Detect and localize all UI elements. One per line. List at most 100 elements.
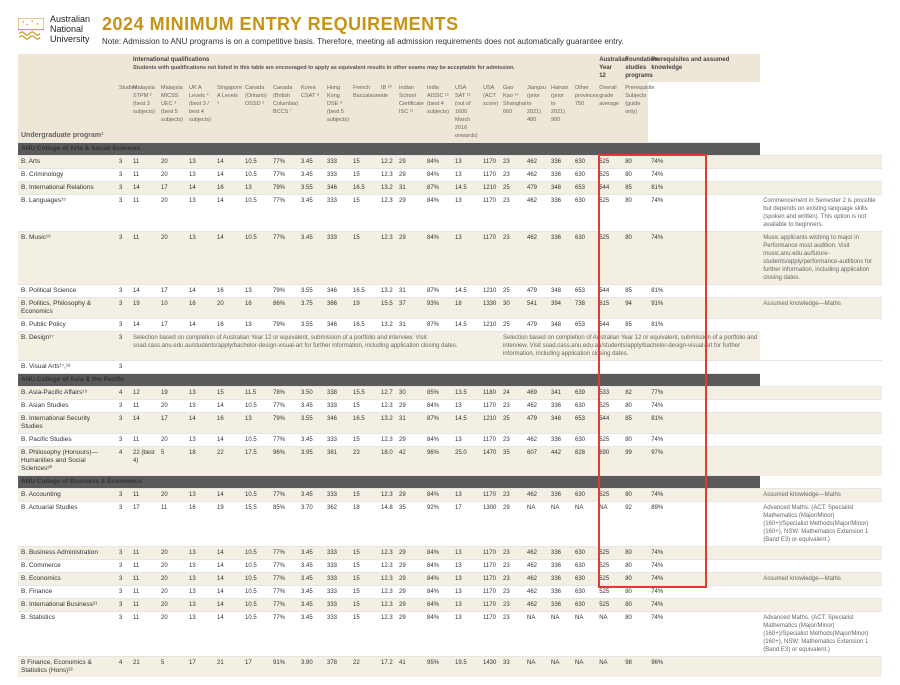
cell: 31 xyxy=(396,319,424,332)
cell: 378 xyxy=(324,657,350,678)
cell: 12.3 xyxy=(378,169,396,182)
cell xyxy=(324,361,350,374)
cell: Assumed knowledge—Maths xyxy=(760,298,882,319)
cell: 87% xyxy=(424,182,452,195)
cell: 23 xyxy=(500,232,524,285)
cell: 1430 xyxy=(480,657,500,678)
cell: 29 xyxy=(396,586,424,599)
table-row: B. Philosophy (Honours)— Humanities and … xyxy=(18,447,882,476)
cell: 1170 xyxy=(480,195,500,232)
cell: 525 xyxy=(596,400,622,413)
cell: 336 xyxy=(548,489,572,502)
cell: 630 xyxy=(572,156,596,169)
cell xyxy=(158,361,186,374)
cell: 3.45 xyxy=(298,612,324,657)
cell: 14.5 xyxy=(452,319,480,332)
cell: 1170 xyxy=(480,547,500,560)
cell: 74% xyxy=(648,169,760,182)
cell: 15.5 xyxy=(350,387,378,400)
cell: 14 xyxy=(186,182,214,195)
cell: 333 xyxy=(324,195,350,232)
cell: 20 xyxy=(158,599,186,612)
cell: 13.2 xyxy=(378,413,396,434)
cell: Advanced Maths. (ACT: Specialist Mathema… xyxy=(760,612,882,657)
cell: 89% xyxy=(648,502,760,547)
program-name: B. Business Administration xyxy=(18,547,116,560)
cell: 336 xyxy=(548,560,572,573)
cell: 80 xyxy=(622,232,648,285)
cell: 336 xyxy=(548,195,572,232)
cell: 74% xyxy=(648,560,760,573)
cell: 544 xyxy=(596,182,622,195)
cell: 85% xyxy=(424,387,452,400)
cell xyxy=(760,156,882,169)
table-row: B. Politics, Philosophy & Economics31910… xyxy=(18,298,882,319)
col-header: IB ¹⁰ xyxy=(378,82,396,143)
cell: 341 xyxy=(548,387,572,400)
cell: 17 xyxy=(130,502,158,547)
cell: 479 xyxy=(524,285,548,298)
cell: 23 xyxy=(500,560,524,573)
cell: 366 xyxy=(324,298,350,319)
cell: 3.75 xyxy=(298,298,324,319)
cell: 24 xyxy=(500,387,524,400)
cell: 607 xyxy=(524,447,548,476)
table-wrap: International qualifications Students wi… xyxy=(18,54,882,677)
program-name: B. Asia-Pacific Affairs¹⁹ xyxy=(18,387,116,400)
cell: 84% xyxy=(424,400,452,413)
cell: 17 xyxy=(158,285,186,298)
cell: 74% xyxy=(648,434,760,447)
cell: 74% xyxy=(648,232,760,285)
cell: 30 xyxy=(396,387,424,400)
cell: 79% xyxy=(270,182,298,195)
cell: 41 xyxy=(396,657,424,678)
col-header: USA SAT ¹³ (out of 1600 March 2016 onwar… xyxy=(452,82,480,143)
cell: 13 xyxy=(242,285,270,298)
cell: 11.5 xyxy=(242,387,270,400)
cell: NA xyxy=(548,502,572,547)
cell: 630 xyxy=(572,434,596,447)
cell: 13.5 xyxy=(452,387,480,400)
cell: NA xyxy=(548,612,572,657)
cell: 15 xyxy=(350,586,378,599)
cell: 10.5 xyxy=(242,612,270,657)
cell: 3.45 xyxy=(298,489,324,502)
cell: 10.5 xyxy=(242,434,270,447)
cell: 14 xyxy=(186,413,214,434)
table-row: B. Asian Studies31120131410.577%3.453331… xyxy=(18,400,882,413)
col-header: Hong Kong DSE ⁹ (best 5 subjects) xyxy=(324,82,350,143)
cell: 11 xyxy=(130,400,158,413)
section-band: ANU College of Arts & Social Sciences xyxy=(18,143,760,156)
table-row: B. Languages¹⁵31120131410.577%3.45333151… xyxy=(18,195,882,232)
cell: 96% xyxy=(648,657,760,678)
cell: 348 xyxy=(548,182,572,195)
cell xyxy=(760,413,882,434)
cell: 479 xyxy=(524,413,548,434)
cell xyxy=(500,361,524,374)
cell: 18 xyxy=(350,502,378,547)
cell: 3 xyxy=(116,285,130,298)
cell: 14.8 xyxy=(378,502,396,547)
cell: 19.5 xyxy=(452,657,480,678)
cell: Advanced Maths. (ACT: Specialist Mathema… xyxy=(760,502,882,547)
cell: 80 xyxy=(622,169,648,182)
cell: 17 xyxy=(158,319,186,332)
cell: 3 xyxy=(116,547,130,560)
cell: NA xyxy=(596,657,622,678)
program-name: B. Design¹⁷ xyxy=(18,332,116,361)
cell: 13 xyxy=(452,573,480,586)
cell: 80 xyxy=(622,400,648,413)
cell: 462 xyxy=(524,560,548,573)
cell: 525 xyxy=(596,169,622,182)
cell: 80 xyxy=(622,612,648,657)
cell: 13.2 xyxy=(378,285,396,298)
cell: 533 xyxy=(596,387,622,400)
cell: 3.55 xyxy=(298,182,324,195)
cell: NA xyxy=(524,502,548,547)
cell: 336 xyxy=(548,586,572,599)
cell: 1210 xyxy=(480,319,500,332)
cell: 14 xyxy=(130,413,158,434)
cell: 23 xyxy=(500,434,524,447)
cell: 15 xyxy=(350,169,378,182)
cell: 20 xyxy=(158,489,186,502)
